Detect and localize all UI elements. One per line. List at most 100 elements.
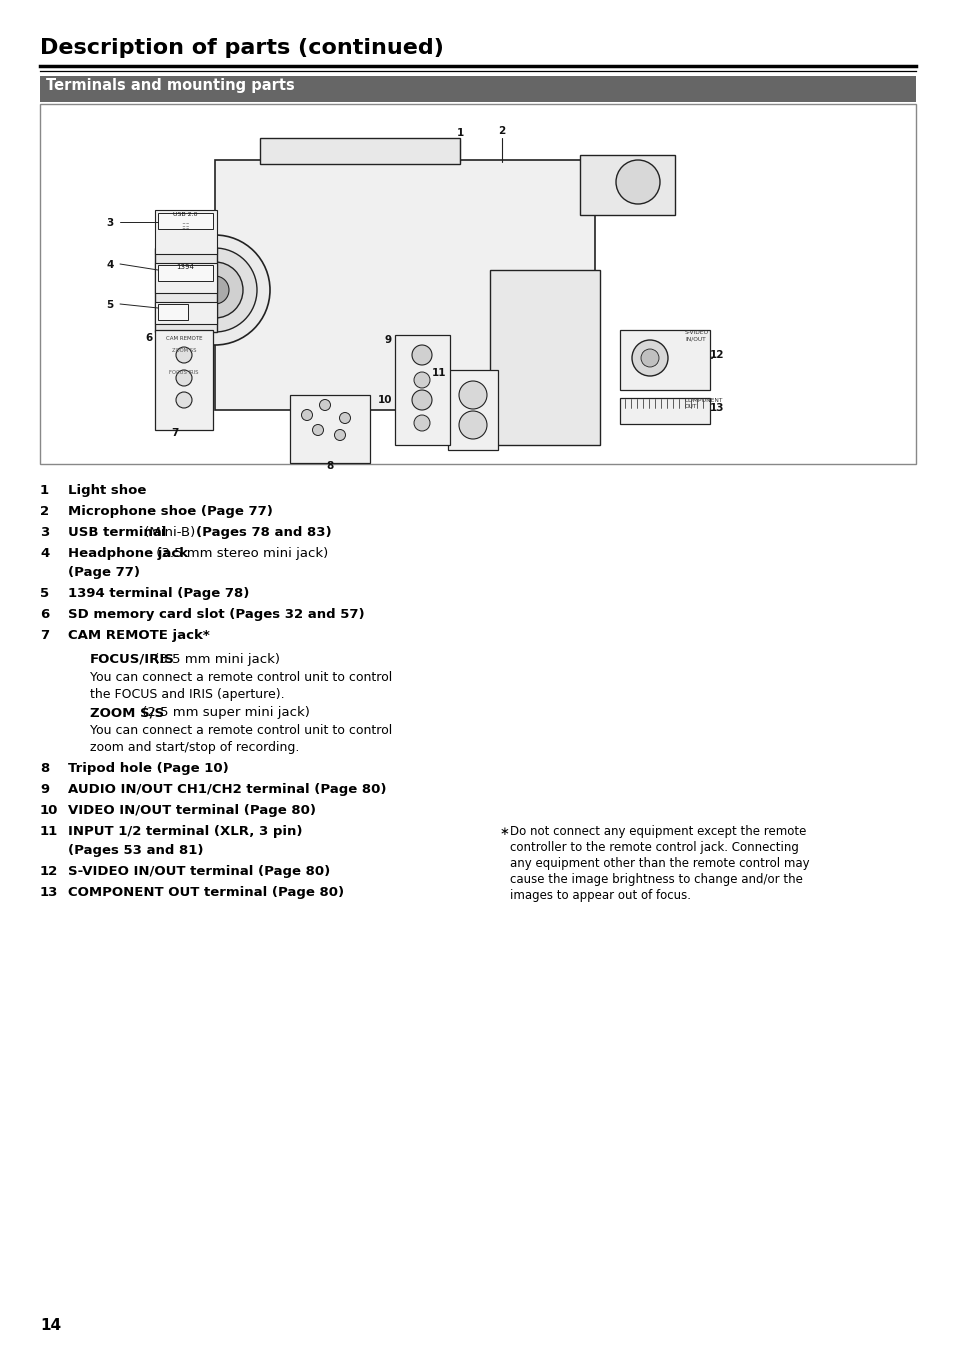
Text: 2: 2 [40,505,49,519]
Text: Microphone shoe (Page 77): Microphone shoe (Page 77) [68,505,273,519]
Text: CAM REMOTE jack*: CAM REMOTE jack* [68,630,210,642]
Text: 13: 13 [709,403,723,413]
Bar [490,269,599,445]
Text: 3: 3 [107,218,113,227]
Text: 3: 3 [40,525,50,539]
Text: 4: 4 [40,547,50,561]
Bar [154,210,216,255]
Text: any equipment other than the remote control may: any equipment other than the remote cont… [510,857,809,871]
Circle shape [414,372,430,389]
Text: 1: 1 [40,483,49,497]
Text: You can connect a remote control unit to control: You can connect a remote control unit to… [90,672,392,684]
Text: (Pages 78 and 83): (Pages 78 and 83) [195,525,332,539]
Text: 11: 11 [431,368,446,378]
Text: USB 2.0: USB 2.0 [172,213,197,217]
Bar [158,213,213,229]
Circle shape [412,390,432,410]
Text: zoom and start/stop of recording.: zoom and start/stop of recording. [90,741,299,754]
Text: 10: 10 [40,804,58,816]
Text: 2: 2 [497,126,505,135]
Circle shape [412,345,432,366]
Text: 4: 4 [106,260,113,269]
Text: COMPONENT
OUT: COMPONENT OUT [684,398,722,409]
Text: 11: 11 [40,825,58,838]
Text: 6: 6 [146,333,152,343]
Circle shape [175,370,192,386]
Circle shape [187,263,243,318]
Bar [619,398,709,424]
Text: 13: 13 [40,886,58,899]
Text: 10: 10 [377,395,392,405]
Bar [154,330,213,431]
Text: Light shoe: Light shoe [68,483,146,497]
Circle shape [319,399,330,410]
Text: 9: 9 [384,334,392,345]
Circle shape [414,414,430,431]
Text: AUDIO IN/OUT CH1/CH2 terminal (Page 80): AUDIO IN/OUT CH1/CH2 terminal (Page 80) [68,783,386,796]
Text: 6: 6 [40,608,50,621]
Text: ∗: ∗ [499,825,509,838]
Circle shape [160,236,270,345]
Circle shape [631,340,667,376]
Text: 12: 12 [40,865,58,877]
Circle shape [175,347,192,363]
Text: ZOOM S/S: ZOOM S/S [90,705,164,719]
Bar [158,305,188,320]
Text: 7: 7 [172,428,178,437]
Text: Terminals and mounting parts: Terminals and mounting parts [46,79,294,93]
Circle shape [640,349,659,367]
Text: FOCUS/IRIS: FOCUS/IRIS [90,653,174,666]
Bar [40,104,915,464]
Circle shape [201,276,229,305]
Bar [154,263,216,292]
Circle shape [313,425,323,436]
Text: VIDEO IN/OUT terminal (Page 80): VIDEO IN/OUT terminal (Page 80) [68,804,315,816]
Text: COMPONENT OUT terminal (Page 80): COMPONENT OUT terminal (Page 80) [68,886,344,899]
Circle shape [458,380,486,409]
Text: Tripod hole (Page 10): Tripod hole (Page 10) [68,762,229,774]
Text: 1394 terminal (Page 78): 1394 terminal (Page 78) [68,588,249,600]
Text: SD memory card slot (Pages 32 and 57): SD memory card slot (Pages 32 and 57) [68,608,364,621]
Bar [158,265,213,282]
Circle shape [301,409,313,421]
Text: (Page 77): (Page 77) [68,566,140,580]
Text: the FOCUS and IRIS (aperture).: the FOCUS and IRIS (aperture). [90,688,284,701]
Bar [448,370,497,450]
Text: (3.5 mm stereo mini jack): (3.5 mm stereo mini jack) [152,547,328,561]
Bar [40,76,915,102]
Text: (Pages 53 and 81): (Pages 53 and 81) [68,844,203,857]
Text: (2.5 mm super mini jack): (2.5 mm super mini jack) [138,705,310,719]
Text: 14: 14 [40,1317,61,1332]
Text: controller to the remote control jack. Connecting: controller to the remote control jack. C… [510,841,798,854]
Text: 5: 5 [107,301,113,310]
Text: S-VIDEO
IN/OUT: S-VIDEO IN/OUT [684,330,708,341]
Circle shape [339,413,350,424]
Text: 7: 7 [40,630,49,642]
Bar [214,160,595,410]
Bar [154,302,216,324]
Text: 5: 5 [40,588,49,600]
Text: 9: 9 [40,783,49,796]
Text: 8: 8 [40,762,50,774]
Bar [619,330,709,390]
Text: S-VIDEO IN/OUT terminal (Page 80): S-VIDEO IN/OUT terminal (Page 80) [68,865,330,877]
Text: 12: 12 [709,349,723,360]
Text: You can connect a remote control unit to control: You can connect a remote control unit to… [90,724,392,737]
Text: USB terminal: USB terminal [68,525,166,539]
Text: (Mini-B): (Mini-B) [140,525,199,539]
Text: Do not connect any equipment except the remote: Do not connect any equipment except the … [510,825,805,838]
Text: Headphone jack: Headphone jack [68,547,188,561]
Bar [260,138,459,164]
Text: 1394: 1394 [176,264,193,269]
Text: 1: 1 [456,129,463,138]
Text: (3.5 mm mini jack): (3.5 mm mini jack) [150,653,280,666]
Circle shape [458,412,486,439]
Text: CAM REMOTE: CAM REMOTE [166,336,202,341]
Bar [290,395,370,463]
Bar [579,154,675,215]
Circle shape [175,393,192,408]
Circle shape [172,248,256,332]
Circle shape [616,160,659,204]
Circle shape [335,429,345,440]
Text: ☷: ☷ [181,222,189,232]
